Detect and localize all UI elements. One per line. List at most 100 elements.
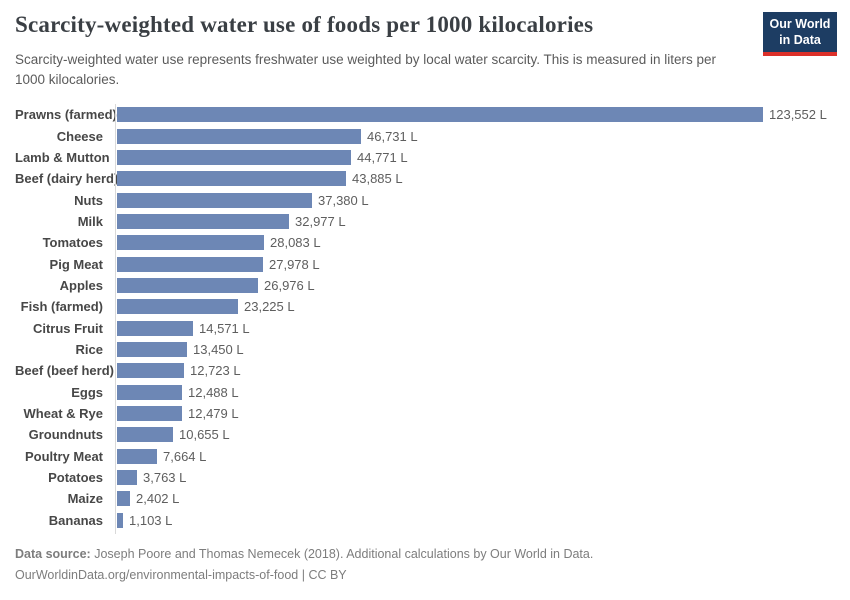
bar-row: Milk 32,977 L [15, 211, 842, 232]
license-label: CC BY [308, 568, 347, 582]
bar-row: Potatoes 3,763 L [15, 467, 842, 488]
bar[interactable] [117, 277, 258, 293]
bar-row: Bananas 1,103 L [15, 510, 842, 531]
bar-label: Milk [77, 213, 103, 229]
bar-value: 12,723 L [190, 363, 241, 379]
source-url[interactable]: OurWorldinData.org/environmental-impacts… [15, 568, 299, 582]
bar-label: Maize [67, 491, 103, 507]
data-source-label: Data source: [15, 547, 91, 561]
bar-row: Wheat & Rye 12,479 L [15, 403, 842, 424]
bar[interactable] [117, 512, 123, 528]
bar-label: Apples [59, 277, 103, 293]
bar[interactable] [117, 320, 193, 336]
data-source-line: Data source: Joseph Poore and Thomas Nem… [15, 544, 593, 565]
bar[interactable] [117, 235, 264, 251]
bar-area: 46,731 L [109, 128, 842, 144]
bar-label: Cheese [56, 128, 103, 144]
chart-footer: Data source: Joseph Poore and Thomas Nem… [15, 544, 593, 586]
bar-value: 10,655 L [179, 427, 230, 443]
bar-label: Fish (farmed) [20, 299, 103, 315]
bar-area: 44,771 L [109, 149, 842, 165]
bar-row: Lamb & Mutton 44,771 L [15, 147, 842, 168]
bar-value: 7,664 L [163, 448, 207, 464]
bar-label: Poultry Meat [24, 448, 103, 464]
bar-row: Beef (dairy herd) 43,885 L [15, 168, 842, 189]
bar[interactable] [117, 299, 238, 315]
bar-row: Eggs 12,488 L [15, 381, 842, 402]
bar-area: 13,450 L [109, 341, 842, 357]
bar-area: 7,664 L [109, 448, 842, 464]
bar-area: 123,552 L [109, 107, 842, 123]
bar-value: 26,976 L [264, 277, 315, 293]
page-title: Scarcity-weighted water use of foods per… [15, 12, 594, 37]
bar[interactable] [117, 213, 289, 229]
bar-row: Groundnuts 10,655 L [15, 424, 842, 445]
chart-subtitle: Scarcity-weighted water use represents f… [15, 52, 717, 88]
bar-row: Fish (farmed) 23,225 L [15, 296, 842, 317]
bar-value: 2,402 L [136, 491, 180, 507]
bar-label: Beef (dairy herd) [15, 171, 119, 187]
bar-value: 12,488 L [188, 384, 239, 400]
bar-area: 10,655 L [109, 427, 842, 443]
bar-label: Beef (beef herd) [15, 363, 114, 379]
bar-row: Beef (beef herd) 12,723 L [15, 360, 842, 381]
bar-value: 46,731 L [367, 128, 418, 144]
bar-label: Pig Meat [49, 256, 103, 272]
bar-value: 3,763 L [143, 470, 187, 486]
bar[interactable] [117, 149, 351, 165]
owid-logo-line1: Our World [769, 17, 831, 31]
bar-area: 12,488 L [109, 384, 842, 400]
bar[interactable] [117, 171, 346, 187]
bar-row: Poultry Meat 7,664 L [15, 446, 842, 467]
bar[interactable] [117, 384, 182, 400]
bar-area: 28,083 L [109, 235, 842, 251]
owid-logo[interactable]: Our World in Data [763, 12, 837, 57]
bar-row: Prawns (farmed) 123,552 L [15, 104, 842, 125]
bar[interactable] [117, 107, 763, 123]
bar-label: Eggs [71, 384, 103, 400]
footer-separator: | [298, 568, 309, 582]
bar-area: 1,103 L [109, 512, 842, 528]
bar-area: 43,885 L [109, 171, 842, 187]
bar-row: Maize 2,402 L [15, 488, 842, 509]
bar-row: Pig Meat 27,978 L [15, 253, 842, 274]
bar-area: 2,402 L [109, 491, 842, 507]
bar-row: Nuts 37,380 L [15, 189, 842, 210]
bar-label: Groundnuts [28, 427, 103, 443]
owid-logo-line2: in Data [779, 32, 821, 47]
bar[interactable] [117, 256, 263, 272]
bar-value: 14,571 L [199, 320, 250, 336]
bar-label: Tomatoes [42, 235, 103, 251]
bar[interactable] [117, 448, 157, 464]
bar-value: 32,977 L [295, 213, 346, 229]
bar-label: Lamb & Mutton [15, 149, 110, 165]
bar-value: 1,103 L [129, 512, 173, 528]
bar-value: 12,479 L [188, 405, 239, 421]
bar-value: 27,978 L [269, 256, 320, 272]
bar-label: Nuts [74, 192, 103, 208]
bar[interactable] [117, 427, 173, 443]
bar-row: Citrus Fruit 14,571 L [15, 317, 842, 338]
bar-row: Tomatoes 28,083 L [15, 232, 842, 253]
bar[interactable] [117, 192, 312, 208]
bar-area: 3,763 L [109, 470, 842, 486]
bar-area: 14,571 L [109, 320, 842, 336]
bar-label: Rice [75, 341, 103, 357]
bar[interactable] [117, 363, 184, 379]
bar-area: 32,977 L [109, 213, 842, 229]
bar[interactable] [117, 491, 130, 507]
bar-label: Prawns (farmed) [15, 107, 117, 123]
bar[interactable] [117, 405, 182, 421]
bar-area: 12,479 L [109, 405, 842, 421]
bar[interactable] [117, 341, 187, 357]
bar-label: Potatoes [48, 470, 103, 486]
bar-chart: Prawns (farmed) 123,552 L Cheese 46,731 … [15, 104, 842, 534]
bar-row: Apples 26,976 L [15, 275, 842, 296]
bar[interactable] [117, 128, 361, 144]
bar-chart-rows: Prawns (farmed) 123,552 L Cheese 46,731 … [15, 104, 842, 531]
bar-label: Citrus Fruit [32, 320, 103, 336]
bar-area: 23,225 L [109, 299, 842, 315]
bar-area: 27,978 L [109, 256, 842, 272]
bar-value: 123,552 L [769, 107, 827, 123]
bar[interactable] [117, 470, 137, 486]
